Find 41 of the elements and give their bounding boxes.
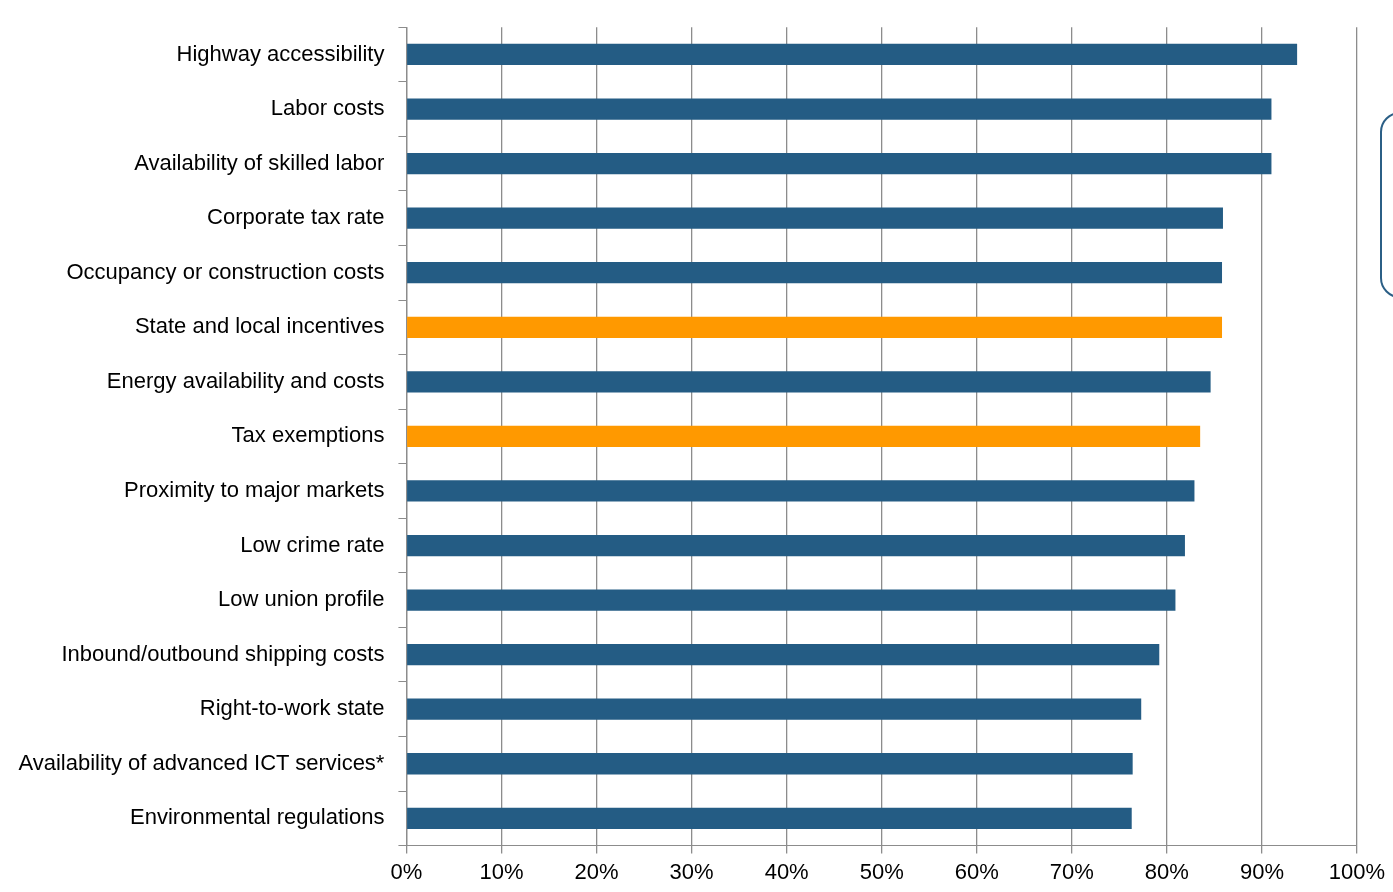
x-tick-label: 50%: [859, 858, 904, 884]
y-tick-label: Tax exemptions: [231, 422, 385, 448]
bar: [407, 371, 1211, 393]
x-tick-label: 40%: [764, 858, 809, 884]
y-tick-label: Proximity to major markets: [124, 477, 385, 503]
bar: [407, 807, 1132, 829]
y-tick-label: Energy availability and costs: [106, 367, 385, 393]
bar: [407, 644, 1160, 666]
y-tick-label: Low union profile: [218, 586, 385, 612]
y-tick-label: Occupancy or construction costs: [66, 258, 385, 284]
bar: [407, 589, 1176, 611]
bar: [407, 152, 1272, 175]
y-tick-label: Availability of skilled labor: [134, 149, 385, 175]
y-tick-label: Inbound/outbound shipping costs: [61, 640, 385, 666]
x-tick-label: 20%: [574, 858, 619, 884]
y-tick-label: Right-to-work state: [199, 695, 385, 721]
y-tick-label: Corporate tax rate: [207, 204, 385, 230]
y-tick-label: State and local incentives: [134, 313, 385, 339]
x-tick-label: 10%: [479, 858, 524, 884]
bar: [407, 316, 1223, 338]
bar: [407, 98, 1272, 120]
bar: [407, 480, 1195, 502]
x-tick-label: 70%: [1049, 858, 1094, 884]
x-tick-label: 30%: [669, 858, 714, 884]
bar: [407, 207, 1223, 229]
bar: [407, 753, 1133, 775]
x-tick-label: 90%: [1239, 858, 1284, 884]
x-tick-label: 60%: [954, 858, 999, 884]
bar: [407, 43, 1298, 66]
bar: [407, 698, 1142, 720]
y-tick-label: Low crime rate: [240, 531, 385, 557]
y-tick-label: Environmental regulations: [130, 804, 385, 830]
x-tick-label: 80%: [1144, 858, 1189, 884]
y-tick-label: Highway accessibility: [176, 40, 385, 66]
x-tick-label: 100%: [1328, 858, 1386, 884]
y-tick-label: Availability of advanced ICT services*: [18, 749, 385, 775]
bar: [407, 534, 1185, 557]
y-tick-label: Labor costs: [270, 95, 385, 121]
bar: [407, 262, 1223, 284]
bar: [407, 425, 1201, 448]
x-tick-label: 0%: [390, 858, 423, 884]
